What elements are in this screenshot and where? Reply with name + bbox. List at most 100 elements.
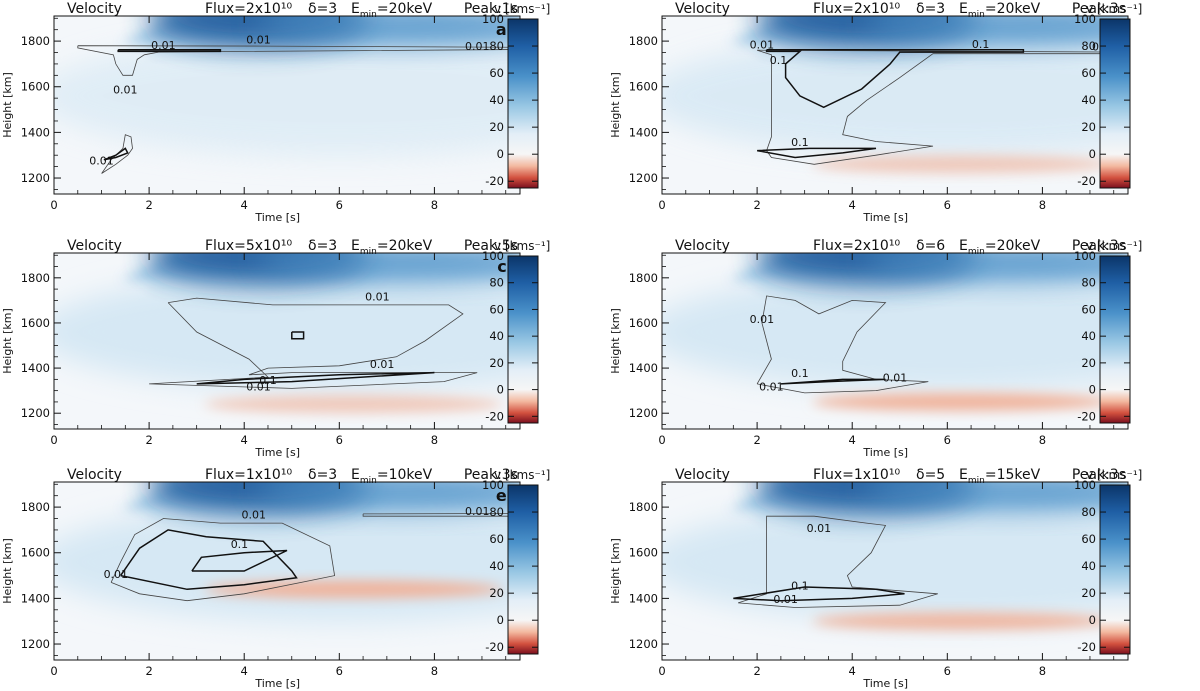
x-tick-label: 8 (1039, 433, 1046, 447)
title-emin-value: =20keV (985, 1, 1041, 17)
contour-label: 0.01 (759, 381, 784, 394)
colorbar-tick-label: 20 (1081, 356, 1096, 370)
title-emin-sub: min (968, 247, 985, 257)
contour-label: 0.01 (465, 505, 490, 518)
title-quantity: Velocity (675, 1, 730, 17)
contour-label: 0.01 (750, 313, 775, 326)
colorbar-label: v [kms⁻¹] (1086, 2, 1142, 16)
title-quantity: Velocity (67, 238, 122, 254)
colorbar-tick-label: 0 (1089, 147, 1096, 161)
title-emin-e: E (351, 467, 360, 483)
contour-0.1 (780, 378, 886, 385)
y-tick-label: 1400 (21, 125, 50, 139)
x-axis-label: Time [s] (254, 677, 300, 690)
title-peak: Peak:3s (1072, 467, 1126, 483)
contour-label: 0.1 (791, 136, 809, 149)
colorbar-tick-label: -20 (1077, 174, 1096, 188)
colorbar-tick-label: -20 (485, 409, 504, 423)
heatmap-blue-band (757, 511, 1128, 524)
contour-label: 0.1 (791, 579, 809, 592)
title-emin: Emin=10keV (351, 467, 433, 486)
y-tick-label: 1800 (21, 34, 50, 48)
title-peak: Peak:5s (464, 238, 518, 254)
heatmap-blue-tail (256, 16, 520, 45)
panel-a: 0.01 0.01 0.01 0.01 0.01 0 2 4 6 8 1200 1400 1600 180… (1, 1, 550, 224)
x-tick-label: 0 (50, 664, 57, 678)
y-tick-label: 1200 (629, 637, 658, 651)
y-tick-label: 1200 (21, 637, 50, 651)
contour-label: 0.01 (151, 39, 176, 52)
x-tick-label: 8 (431, 664, 438, 678)
title-emin-e: E (351, 238, 360, 254)
x-axis-label: Time [s] (254, 211, 300, 224)
title-flux: Flux=2x10¹⁰ (205, 1, 292, 17)
x-tick-label: 4 (241, 198, 248, 212)
colorbar-tick-label: -20 (1077, 409, 1096, 423)
y-tick-label: 1800 (629, 500, 658, 514)
colorbar-tick-label: 0 (497, 613, 504, 627)
heatmap-blue-mid (662, 35, 1128, 157)
panel-c: 0.010.010.10.010 2 4 6 81200140016001800Time… (1, 238, 550, 459)
panel-e: 0.01 0.1 0.01 0.01 0 2 4 6 8 1200 1400 1600 1800 Time… (1, 467, 550, 690)
contour-0.1 (117, 49, 222, 53)
x-tick-label: 8 (1039, 664, 1046, 678)
y-tick-label: 1600 (629, 316, 658, 330)
x-tick-label: 6 (944, 433, 951, 447)
heatmap-blue-tail (864, 482, 1128, 511)
colorbar-tick-label: -20 (485, 174, 504, 188)
title-emin-value: =20keV (985, 238, 1041, 254)
contour-label: 0.01 (104, 568, 129, 581)
heatmap-red (204, 395, 503, 413)
heatmap-blue-mid (54, 35, 520, 157)
contour-label: 0.01 (370, 358, 395, 371)
x-tick-label: 2 (145, 664, 152, 678)
colorbar-tick-label: 80 (1081, 39, 1096, 53)
title-emin-sub: min (968, 10, 985, 20)
contour-0.1 (119, 529, 298, 591)
title-emin-value: =10keV (377, 467, 433, 483)
title-emin-value: =20keV (377, 238, 433, 254)
title-emin-sub: min (360, 10, 377, 20)
colorbar-tick-label: 20 (489, 120, 504, 134)
x-tick-label: 4 (241, 433, 248, 447)
colorbar-tick-label: 20 (489, 356, 504, 370)
colorbar-tick-label: 40 (1081, 329, 1096, 343)
colorbar-tick-label: 100 (482, 249, 504, 263)
colorbar-label: v [kms⁻¹] (494, 468, 550, 482)
title-peak: Peak:3s (464, 467, 518, 483)
title-delta: δ=3 (308, 238, 337, 254)
heatmap-blue-tail (864, 253, 1128, 281)
contour-label: 0.01 (807, 522, 832, 535)
title-emin-sub: min (360, 247, 377, 257)
title-quantity: Velocity (675, 238, 730, 254)
title-flux: Flux=5x10¹⁰ (205, 238, 292, 254)
title-flux: Flux=2x10¹⁰ (813, 1, 900, 17)
heatmap-red (812, 393, 1111, 411)
colorbar-tick-label: 100 (1074, 478, 1096, 492)
y-tick-label: 1400 (629, 591, 658, 605)
colorbar-tick-label: -20 (1077, 640, 1096, 654)
heatmap-red (204, 580, 503, 599)
y-tick-label: 1200 (629, 406, 658, 420)
title-emin-value: =15keV (985, 467, 1041, 483)
title-flux: Flux=1x10¹⁰ (813, 467, 900, 483)
heatmap-blue-tail (256, 253, 520, 281)
x-tick-label: 2 (753, 198, 760, 212)
colorbar (1099, 18, 1131, 189)
contour-0.01 (737, 515, 938, 608)
x-tick-label: 6 (944, 198, 951, 212)
y-tick-label: 1800 (629, 34, 658, 48)
title-emin: Emin=20keV (959, 238, 1041, 257)
x-tick-label: 2 (753, 664, 760, 678)
y-tick-label: 1400 (21, 361, 50, 375)
y-axis-label: Height [km] (1, 72, 14, 138)
contour-0.1 (191, 549, 288, 572)
y-axis-label: Height [km] (1, 308, 14, 374)
colorbar-tick-label: 20 (1081, 586, 1096, 600)
x-axis-label: Time [s] (862, 677, 908, 690)
colorbar-tick-label: 80 (489, 39, 504, 53)
x-tick-label: 0 (50, 433, 57, 447)
title-delta: δ=3 (308, 1, 337, 17)
panel-d: 0.01 0.1 0.01 0.01 0 2 4 6 8 1200 1400 1600 1800 Time… (609, 238, 1142, 459)
